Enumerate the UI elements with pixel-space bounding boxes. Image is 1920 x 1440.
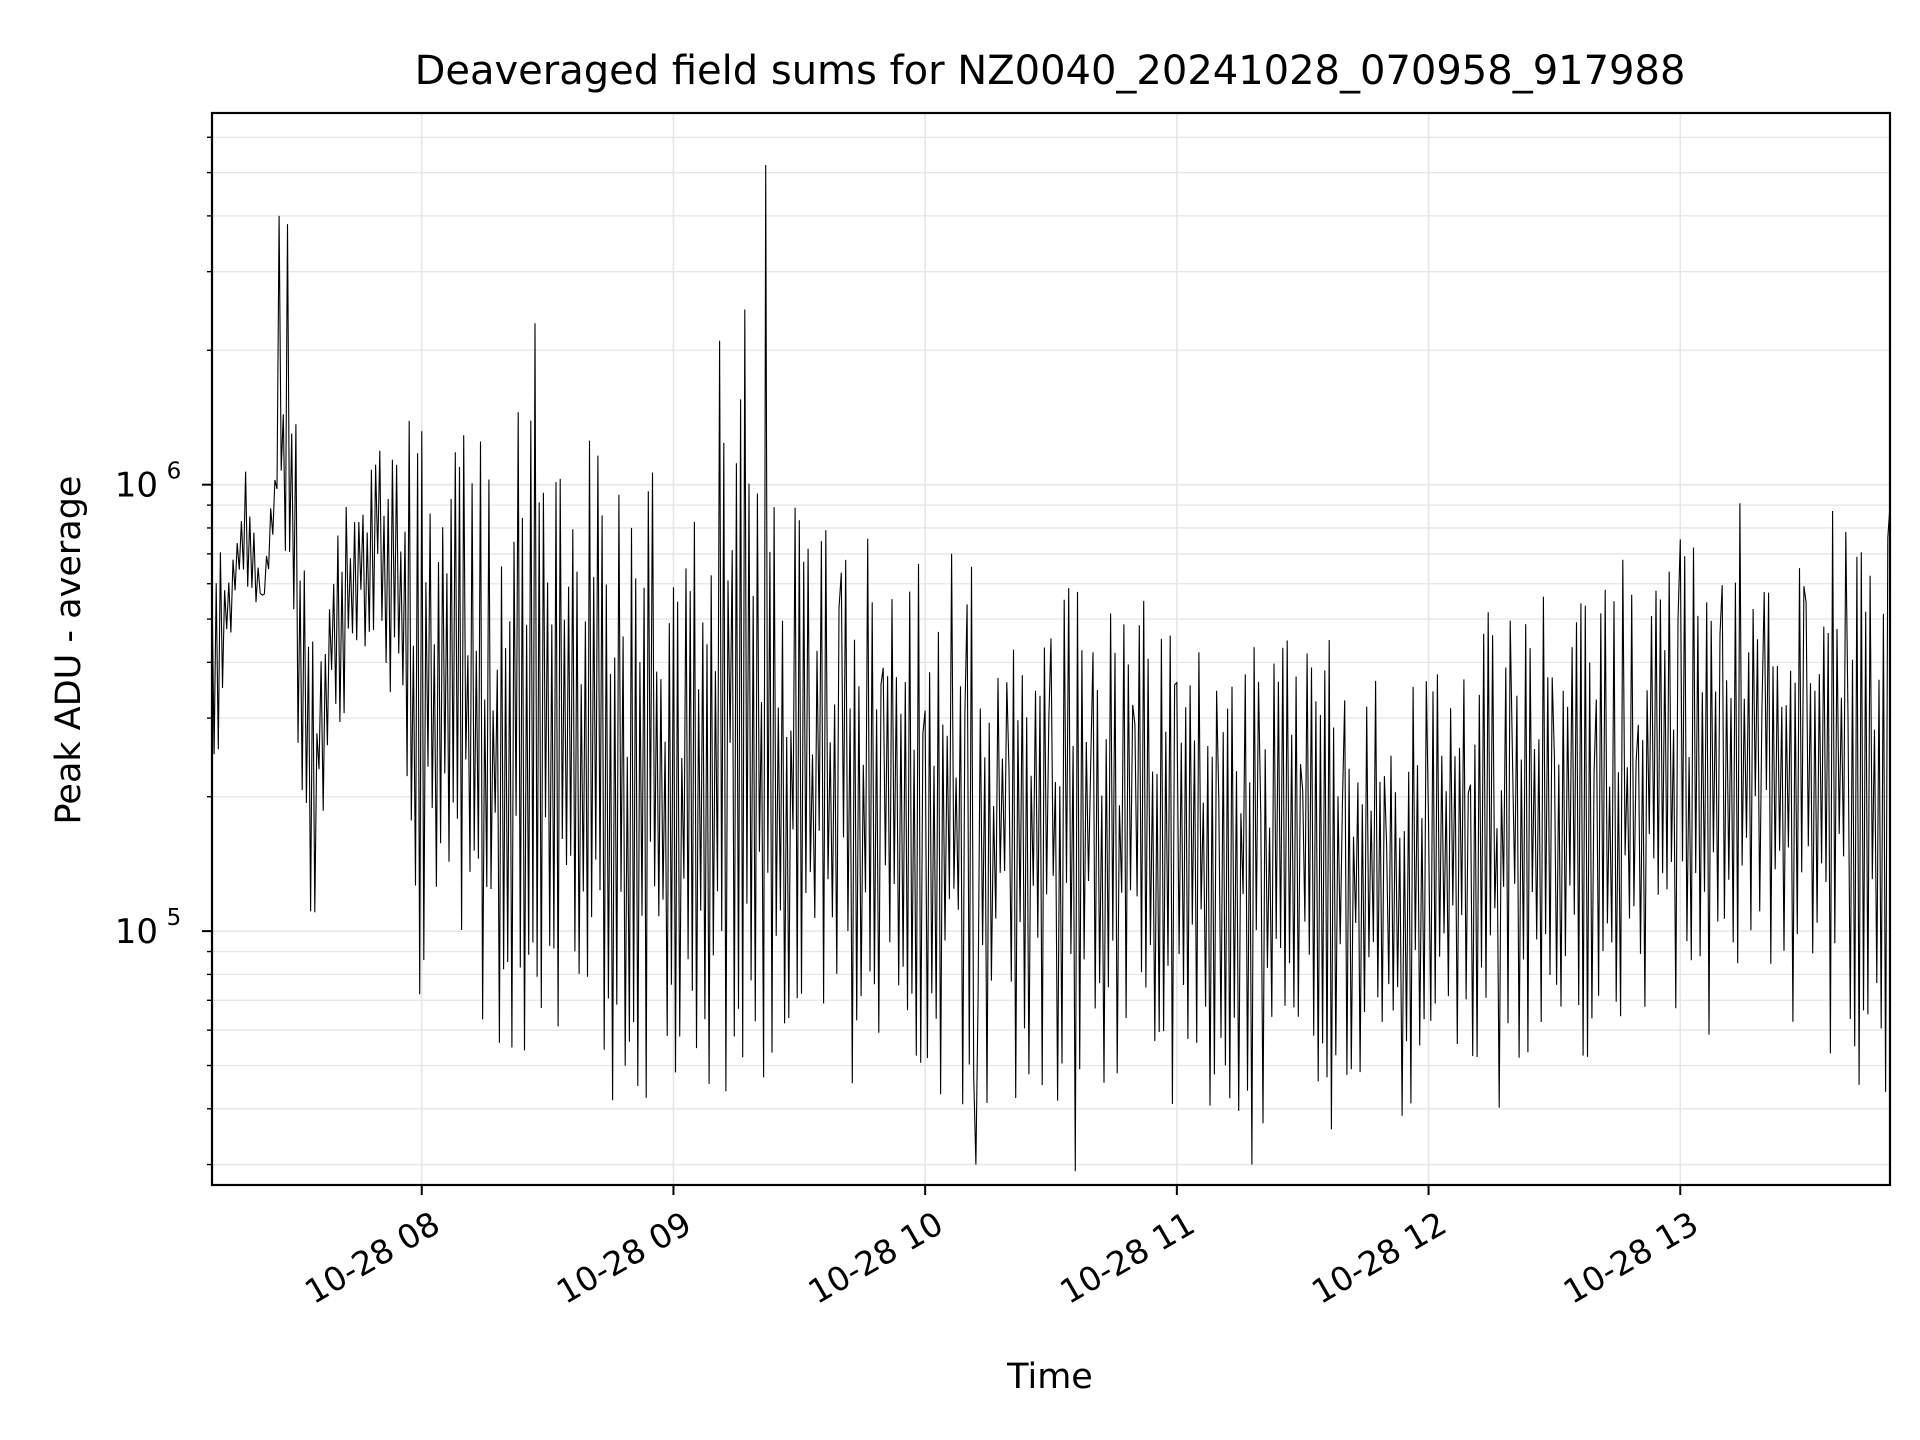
y-tick-exponent: 5 <box>167 905 182 931</box>
data-series <box>211 164 1891 1172</box>
axes-frame <box>210 111 1892 1187</box>
grid <box>212 113 1890 1185</box>
y-tick-label: 10 <box>115 912 158 952</box>
y-axis-label: Peak ADU - average <box>49 476 89 825</box>
series-line <box>211 164 1891 1172</box>
x-axis-label: Time <box>1006 1357 1093 1397</box>
y-tick-label: 10 <box>115 466 158 506</box>
chart-title: Deaveraged field sums for NZ0040_2024102… <box>415 48 1686 94</box>
y-tick-exponent: 6 <box>167 459 182 485</box>
